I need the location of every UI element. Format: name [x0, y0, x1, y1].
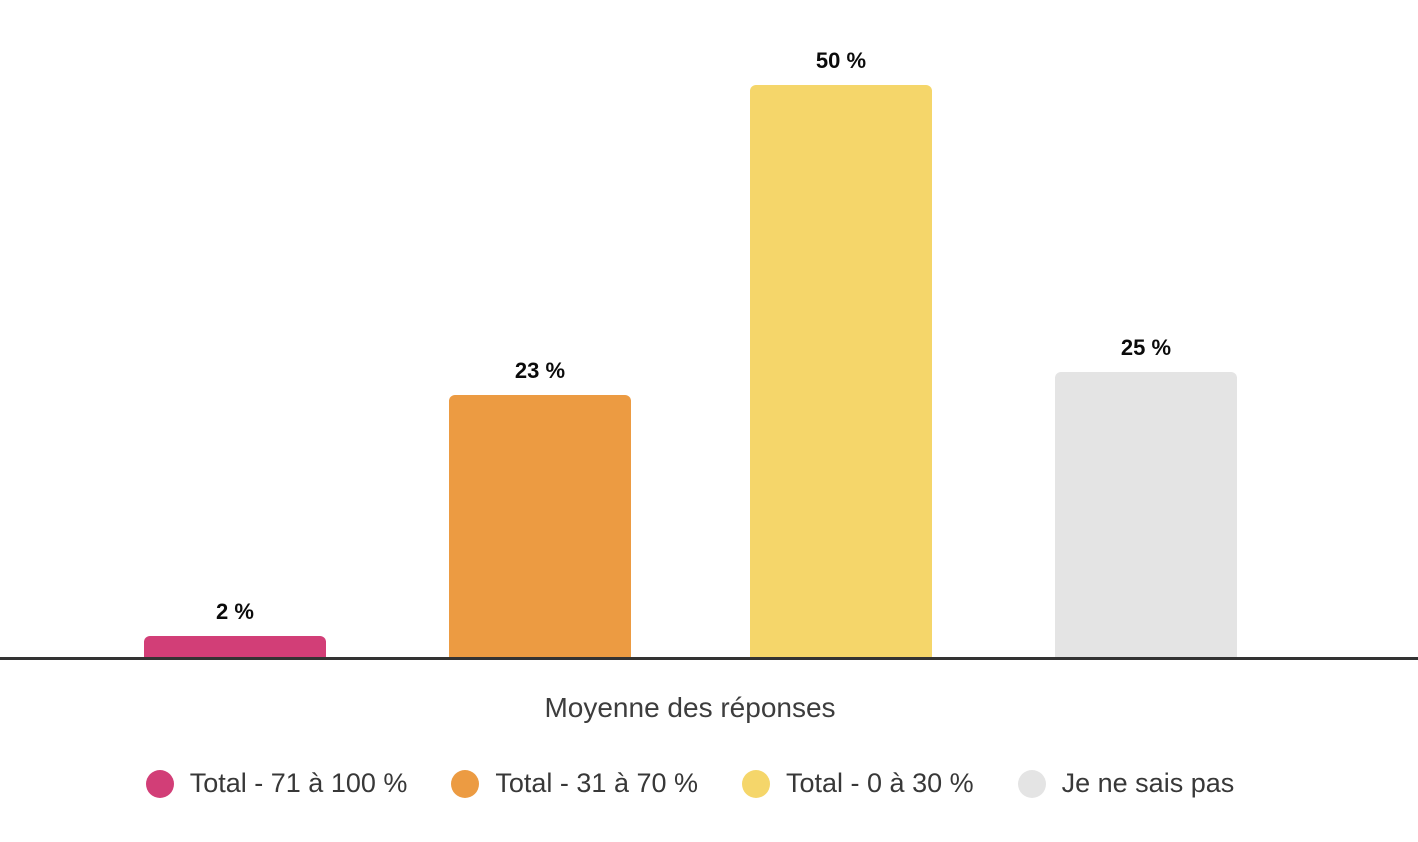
legend-dot-icon: [451, 769, 480, 798]
x-axis-line: [0, 657, 1418, 660]
legend-dot-icon: [145, 769, 174, 798]
legend-item-label: Je ne sais pas: [1061, 768, 1235, 798]
bar-0-30[interactable]: [750, 85, 932, 659]
bar-group-31-70: 23 %: [449, 358, 631, 659]
bar-value-label: 25 %: [1120, 335, 1172, 360]
bar-je-ne-sais-pas[interactable]: [1055, 372, 1237, 659]
legend-item-0-30[interactable]: Total - 0 à 30 %: [742, 768, 974, 799]
bar-31-70[interactable]: [449, 395, 631, 659]
legend-item-label: Total - 0 à 30 %: [786, 768, 974, 798]
bar-71-100[interactable]: [144, 636, 326, 659]
legend-item-71-100[interactable]: Total - 71 à 100 %: [145, 768, 408, 799]
bar-value-label: 50 %: [815, 48, 867, 73]
chart-legend: Total - 71 à 100 % Total - 31 à 70 % Tot…: [0, 768, 1380, 799]
legend-item-je-ne-sais-pas[interactable]: Je ne sais pas: [1017, 768, 1235, 799]
x-axis-title: Moyenne des réponses: [544, 692, 836, 723]
bar-group-71-100: 2 %: [144, 599, 326, 659]
legend-item-31-70[interactable]: Total - 31 à 70 %: [451, 768, 698, 799]
legend-item-label: Total - 31 à 70 %: [495, 768, 699, 798]
bar-value-label: 2 %: [216, 599, 254, 624]
legend-dot-icon: [1017, 769, 1046, 798]
bar-group-je-ne-sais-pas: 25 %: [1055, 335, 1237, 659]
legend-item-label: Total - 71 à 100 %: [189, 768, 408, 798]
bar-group-0-30: 50 %: [750, 48, 932, 659]
legend-dot-icon: [742, 769, 771, 798]
bar-value-label: 23 %: [514, 358, 566, 383]
